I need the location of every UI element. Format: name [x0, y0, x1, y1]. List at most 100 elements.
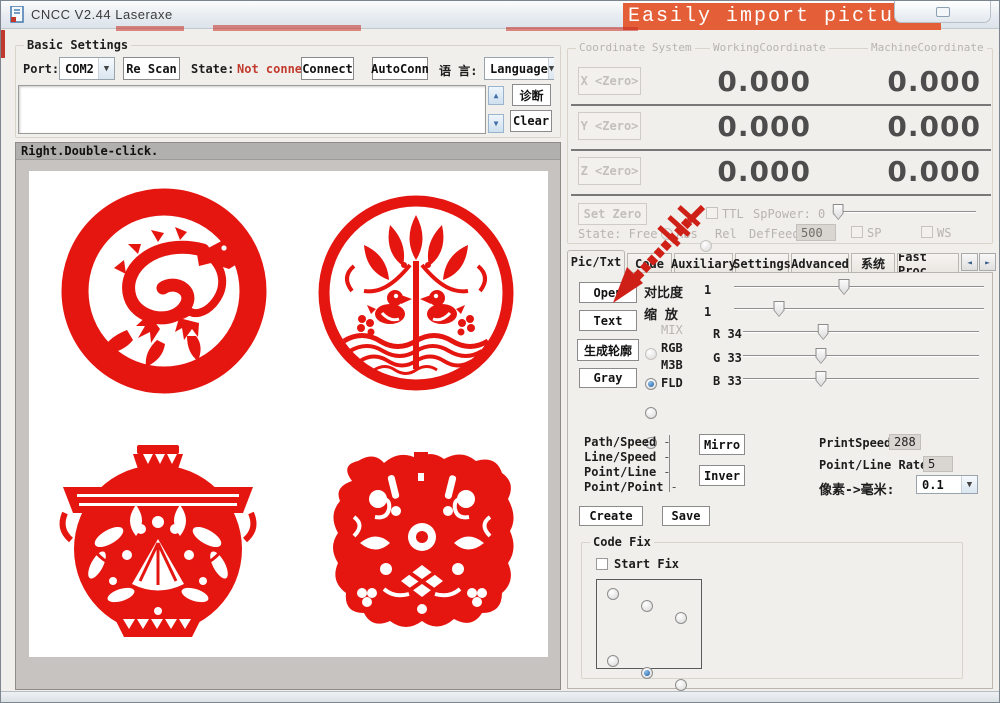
red-arrow-annotation	[613, 204, 706, 303]
preview-hint: Right.Double-click.	[16, 143, 560, 160]
row-separator	[571, 104, 991, 106]
text-button[interactable]: Text	[579, 310, 637, 331]
log-textarea[interactable]	[18, 85, 486, 134]
origin-radio-center[interactable]	[641, 667, 653, 679]
tab-scroll-right-button[interactable]: ►	[979, 253, 996, 271]
scale-value: 1	[704, 305, 712, 319]
maximize-button[interactable]	[894, 1, 991, 23]
window-bottom-edge	[1, 691, 999, 702]
sp-label: SP	[867, 226, 882, 240]
channel-r-slider[interactable]	[743, 324, 979, 340]
tab-scroll-left-icon: ◄	[967, 257, 972, 267]
contrast-label: 对比度	[644, 286, 684, 301]
create-button[interactable]: Create	[579, 506, 643, 526]
code-fix-group: Code Fix	[581, 535, 963, 679]
y-working-value: 0.000	[717, 110, 811, 143]
scroll-down-button[interactable]: ▼	[488, 114, 504, 133]
origin-radio-top-left[interactable]	[607, 588, 619, 600]
tab-settings[interactable]: Settings	[733, 253, 791, 273]
mode-mix-label: MIX	[661, 323, 683, 337]
tab-auxiliary[interactable]: Auxiliary	[671, 253, 736, 273]
channel-g-slider[interactable]	[743, 348, 979, 364]
chevron-down-icon[interactable]: ▼	[98, 58, 114, 79]
mode-rgb-label: RGB	[661, 341, 683, 355]
origin-radio-middle-right[interactable]	[675, 679, 687, 691]
mode-m3b-radio[interactable]	[645, 407, 657, 419]
origin-radio-top-center[interactable]	[641, 600, 653, 612]
red-smudge	[506, 27, 638, 31]
port-value: COM2	[65, 61, 94, 76]
gray-button[interactable]: Gray	[579, 368, 637, 388]
rescan-button[interactable]: Re Scan	[123, 57, 180, 80]
preview-canvas[interactable]	[29, 171, 548, 657]
channel-r-label: R 34	[713, 327, 742, 341]
x-zero-button[interactable]: X <Zero>	[578, 67, 641, 95]
rate-input[interactable]: 5	[923, 456, 953, 472]
x-working-value: 0.000	[717, 65, 811, 98]
row-separator	[571, 149, 991, 151]
print-speed-label: PrintSpeed:	[819, 436, 899, 450]
slider-track	[743, 355, 979, 356]
artwork-phoenix-ornament	[333, 452, 514, 627]
red-smudge	[213, 25, 361, 31]
rel-label: Rel	[715, 227, 737, 241]
ws-checkbox[interactable]	[921, 226, 933, 238]
slider-thumb[interactable]	[838, 279, 850, 295]
origin-radio-middle-left[interactable]	[607, 655, 619, 667]
sp-checkbox[interactable]	[851, 226, 863, 238]
tab-advanced[interactable]: Advanced	[791, 253, 849, 273]
chevron-down-icon[interactable]: ▼	[961, 476, 977, 493]
mode-mix-radio[interactable]	[645, 348, 657, 360]
origin-radio-top-right[interactable]	[675, 612, 687, 624]
ws-label: WS	[937, 226, 952, 240]
working-coordinate-label: WorkingCoordinate	[710, 41, 829, 54]
z-zero-button[interactable]: Z <Zero>	[578, 157, 641, 185]
basic-settings-group: Basic Settings	[15, 38, 561, 138]
tab-fast-proc[interactable]: Fast Proc	[897, 253, 959, 273]
artwork-flower-basket	[59, 445, 257, 637]
port-label: Port:	[23, 62, 60, 76]
slider-thumb[interactable]	[773, 301, 785, 317]
ttl-checkbox[interactable]	[706, 207, 718, 219]
chevron-down-icon[interactable]: ▼	[547, 58, 555, 79]
save-button[interactable]: Save	[662, 506, 710, 526]
mirror-button[interactable]: Mirro	[699, 434, 745, 455]
slider-thumb[interactable]	[815, 371, 827, 387]
scroll-up-button[interactable]: ▲	[488, 86, 504, 105]
slider-thumb[interactable]	[832, 204, 844, 220]
path-option-path-speed[interactable]: Path/Speed	[584, 435, 670, 449]
invert-button[interactable]: Inver	[699, 465, 745, 486]
tab-system[interactable]: 系统	[851, 253, 895, 273]
origin-grid	[596, 579, 702, 691]
path-option-line-speed[interactable]: Line/Speed	[584, 450, 670, 464]
clear-button[interactable]: Clear	[510, 110, 552, 132]
diagnose-button[interactable]: 诊断	[512, 84, 551, 106]
tab-pic-txt[interactable]: Pic/Txt	[567, 250, 625, 273]
channel-b-slider[interactable]	[743, 371, 979, 387]
contrast-slider[interactable]	[734, 279, 984, 295]
path-option-point-line[interactable]: Point/Line	[584, 465, 670, 479]
generate-outline-button[interactable]: 生成轮廓	[577, 339, 639, 361]
print-speed-input[interactable]: 288	[889, 434, 921, 450]
slider-thumb[interactable]	[817, 324, 829, 340]
rate-label: Point/Line Rate:	[819, 458, 935, 472]
slider-track	[834, 211, 976, 212]
y-zero-button[interactable]: Y <Zero>	[578, 112, 641, 140]
language-select[interactable]: Language ▼	[484, 57, 555, 80]
autoconn-button[interactable]: AutoConn	[371, 57, 429, 80]
row-separator	[571, 194, 991, 196]
slider-thumb[interactable]	[815, 348, 827, 364]
mode-rgb-radio[interactable]	[645, 378, 657, 390]
set-zero-button[interactable]: Set Zero	[578, 203, 647, 225]
connect-button[interactable]: Connect	[301, 57, 354, 80]
deffeed-input[interactable]: 500	[796, 224, 836, 241]
rel-radio[interactable]	[700, 240, 712, 252]
start-fix-checkbox[interactable]	[596, 558, 608, 570]
tab-scroll-left-button[interactable]: ◄	[961, 253, 978, 271]
path-option-point-point[interactable]: Point/Point	[584, 480, 678, 494]
language-value: Language	[490, 61, 548, 76]
sppower-slider[interactable]	[832, 204, 976, 220]
px2mm-select[interactable]: 0.1 ▼	[916, 475, 978, 494]
port-select[interactable]: COM2 ▼	[59, 57, 115, 80]
scale-slider[interactable]	[734, 301, 984, 317]
